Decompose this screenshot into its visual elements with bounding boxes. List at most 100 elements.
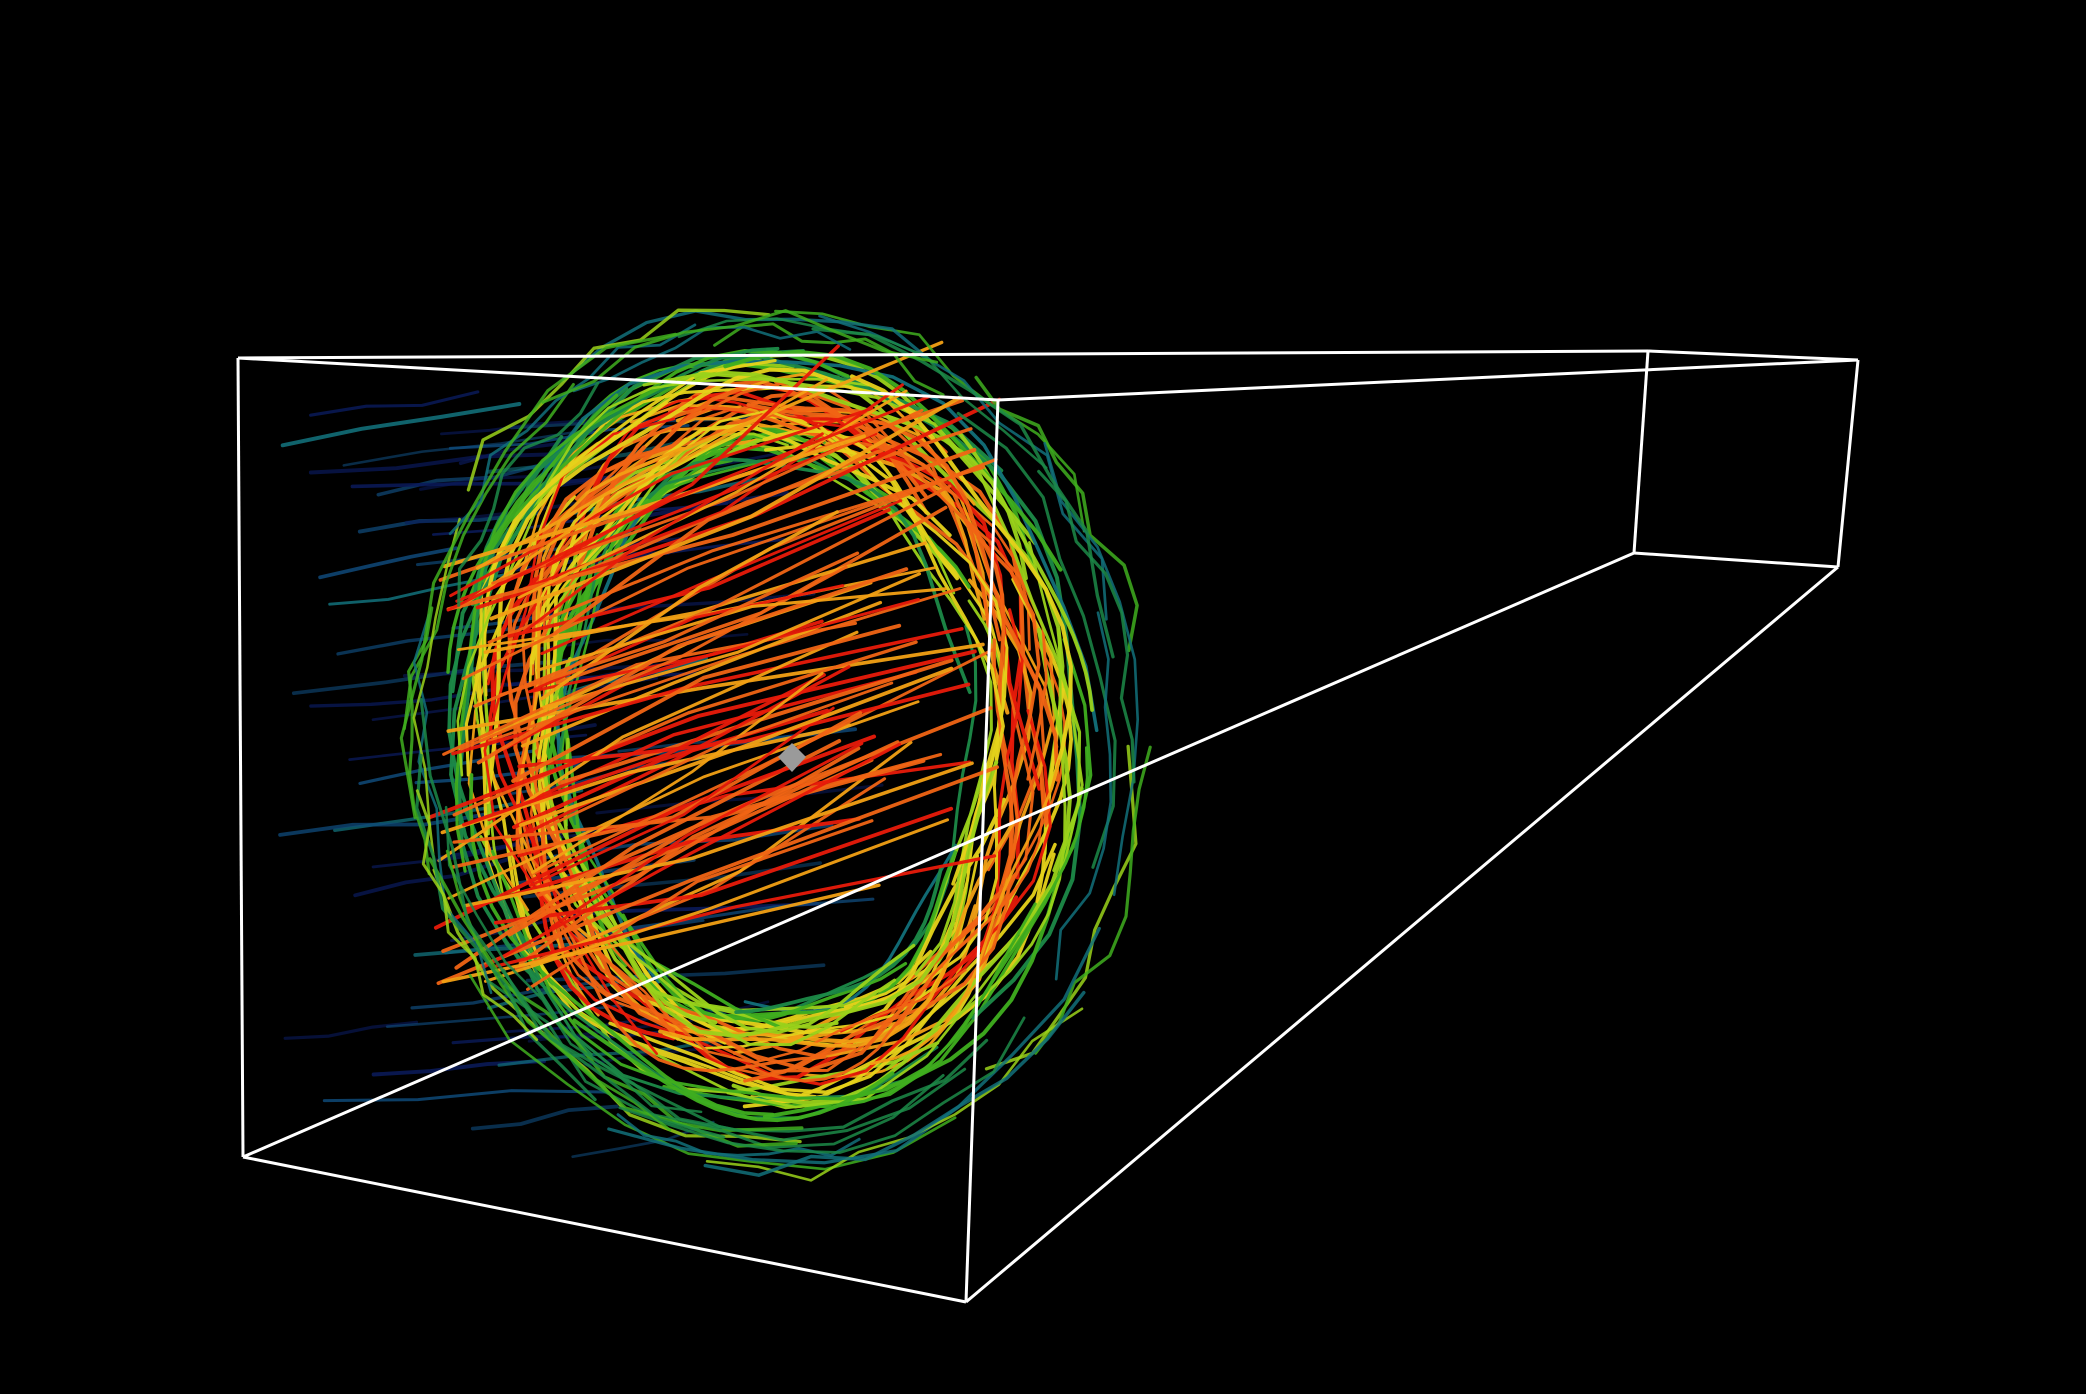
streamline-vortex-core xyxy=(557,895,1019,1082)
streamline-jet xyxy=(511,623,902,783)
streamline-far-field xyxy=(342,430,581,467)
streamline-outer-loop xyxy=(419,697,726,1139)
streamline-bundle xyxy=(278,308,1152,1182)
streamline-jet xyxy=(499,551,860,697)
streamline-jet xyxy=(428,649,977,820)
streamline-jet xyxy=(437,630,859,863)
streamline-jet xyxy=(487,670,918,822)
streamline-jet xyxy=(489,395,962,621)
bounding-box-edge xyxy=(242,1155,967,1304)
streamline-vortex-core xyxy=(486,400,668,593)
streamline-vortex-core xyxy=(556,565,781,1029)
streamline-outer-loop xyxy=(486,979,945,1149)
streamline-vortex-core xyxy=(963,518,1015,885)
streamline-outer-loop xyxy=(956,411,1117,869)
streamline-vortex-core xyxy=(869,759,1061,1066)
streamline-vortex-core xyxy=(468,773,775,1117)
streamline-jet xyxy=(442,434,867,569)
streamline-jet xyxy=(487,465,985,644)
streamline-outer-loop xyxy=(541,309,939,404)
streamline-vortex-core xyxy=(551,857,897,1047)
streamline-vortex-core xyxy=(764,443,1005,886)
streamline-jet xyxy=(557,658,954,785)
streamline-far-field xyxy=(470,1104,619,1131)
streamline-outer-loop xyxy=(415,753,597,1102)
streamline-outer-loop xyxy=(1037,469,1136,784)
streamline-jet xyxy=(549,742,864,930)
streamline-outer-loop xyxy=(811,327,1115,659)
streamline-vortex-core xyxy=(694,370,1028,581)
streamline-jet xyxy=(531,671,824,874)
bounding-box-edge xyxy=(242,551,1635,1159)
streamline-far-field xyxy=(309,390,480,417)
streamline-far-field xyxy=(280,402,522,448)
streamline-outer-loop xyxy=(402,383,575,731)
streamline-jet xyxy=(539,740,913,963)
streamline-far-field xyxy=(322,1089,607,1103)
streamline-outer-loop xyxy=(1034,745,1152,1055)
streamline-jet xyxy=(462,673,826,827)
streamline-jet xyxy=(544,681,894,829)
streamline-jet xyxy=(461,471,964,681)
streamline-jet xyxy=(536,587,947,672)
bounding-box-edge xyxy=(1836,359,1860,568)
bounding-box-edge xyxy=(1633,551,1839,569)
streamline-vortex-core xyxy=(732,578,1033,1055)
bounding-box-edge xyxy=(964,399,1000,1303)
streamline-jet xyxy=(475,340,944,570)
streamline-far-field xyxy=(283,1020,419,1040)
streamline-vortex-core xyxy=(446,393,619,674)
streamline-jet xyxy=(518,666,954,827)
streamline-vortex-core xyxy=(454,380,675,873)
streamline-jet xyxy=(452,640,918,817)
streamline-vortex-core xyxy=(591,760,999,1039)
streamline-far-field xyxy=(358,749,535,786)
streamline-jet xyxy=(545,344,840,568)
streamline-jet xyxy=(551,427,973,587)
streamline-jet xyxy=(449,407,874,598)
streamline-vortex-core xyxy=(534,749,857,1058)
streamline-jet xyxy=(436,765,1000,986)
streamline-jet xyxy=(517,682,971,769)
streamline-vortex-core xyxy=(746,402,1060,782)
streamline-vortex-core xyxy=(513,445,676,1032)
streamline-jet xyxy=(462,761,974,908)
streamline-jet xyxy=(494,854,997,968)
focal-point-marker[interactable] xyxy=(778,743,806,772)
streamline-jet xyxy=(518,740,900,966)
streamline-jet xyxy=(517,389,908,600)
bounding-box-edge xyxy=(237,356,999,402)
streamline-outer-loop xyxy=(607,926,1101,1165)
streamline-jet xyxy=(488,587,962,743)
streamline-vortex-core xyxy=(734,866,943,1015)
bounding-box-edge xyxy=(1647,349,1859,362)
streamline-vortex-core xyxy=(456,377,870,777)
streamline-jet xyxy=(483,541,927,654)
streamline-far-field xyxy=(308,451,570,475)
bounding-box-edge xyxy=(237,349,1649,360)
bounding-box-edge xyxy=(1632,350,1650,554)
streamline-vortex-core xyxy=(905,638,1020,984)
streamline-jet xyxy=(441,883,881,984)
streamline-jet xyxy=(493,806,954,925)
streamline-jet xyxy=(521,432,824,634)
streamline-outer-loop xyxy=(774,309,1086,533)
streamline-outer-loop xyxy=(1043,441,1140,897)
streamline-vortex-core xyxy=(555,709,1052,1086)
streamline-vortex-core xyxy=(516,446,683,946)
streamline-jet xyxy=(477,742,902,972)
bounding-box-edge xyxy=(997,358,1859,402)
streamline-jet xyxy=(528,706,835,887)
streamline-jet xyxy=(446,394,932,612)
streamline-vortex-core xyxy=(632,381,1048,781)
focal-point-glyph xyxy=(778,743,806,772)
streamline-far-field xyxy=(595,783,884,815)
streamline-jet xyxy=(473,484,952,708)
streamline-vortex-core xyxy=(608,842,1057,1095)
streamline-jet xyxy=(433,734,877,930)
streamline-vortex-core xyxy=(517,359,1099,733)
streamline-outer-loop xyxy=(703,990,1086,1177)
streamline-jet xyxy=(527,597,921,694)
